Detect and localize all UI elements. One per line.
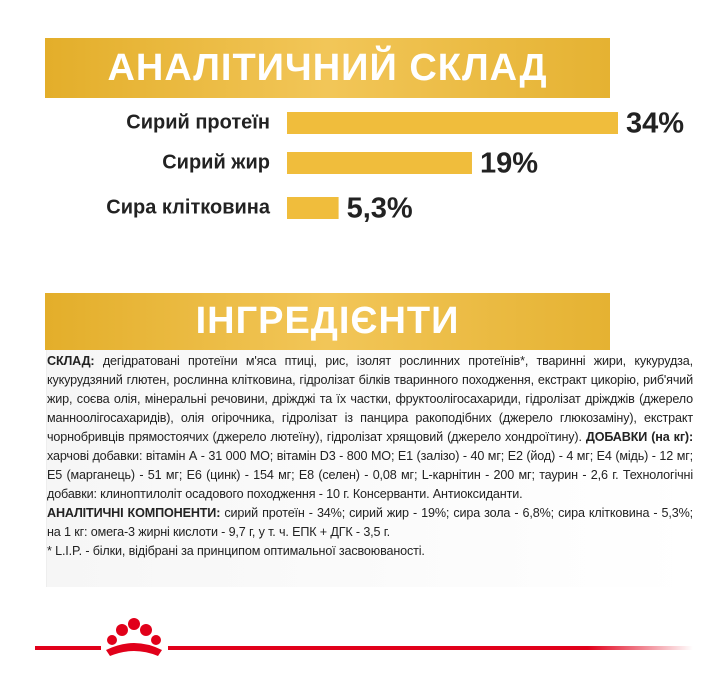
label: АНАЛІТИЧНІ КОМПОНЕНТИ: (47, 506, 221, 520)
value-label: 19% (480, 148, 538, 180)
text: харчові добавки: вітамін А - 31 000 МО; … (47, 449, 693, 501)
section-title: ІНГРЕДІЄНТИ (45, 293, 610, 350)
bar (287, 152, 472, 174)
category-label: Сира клітковина (106, 196, 271, 218)
value-label: 5,3% (347, 193, 413, 225)
category-label: Сирий жир (162, 151, 270, 173)
chart: Сирий протеїн 34% Сирий жир 19% Сира клітков… (106, 108, 684, 225)
text: дегідратовані протеїни м'яса птиці, рис,… (47, 354, 693, 444)
category-label: Сирий протеїн (126, 111, 270, 133)
label: СКЛАД: (47, 354, 95, 368)
ingredients-text: СКЛАД: дегідратовані протеїни м'яса птиц… (46, 350, 693, 587)
footer-line (168, 646, 693, 650)
bar (287, 197, 339, 219)
crown-logo (106, 618, 162, 656)
text: сирий протеїн - 34%; сирий жир - 19%; си… (47, 506, 694, 539)
section-title: АНАЛІТИЧНИЙ СКЛАД (45, 38, 610, 98)
bar (287, 112, 618, 134)
footer-line (35, 646, 101, 650)
value-label: 34% (626, 108, 684, 140)
footnote: * L.I.P. - білки, відібрані за принципом… (47, 544, 425, 558)
footer (35, 618, 693, 656)
label: ДОБАВКИ (на кг): (585, 430, 693, 444)
